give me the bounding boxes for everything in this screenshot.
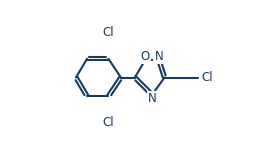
Text: Cl: Cl (103, 27, 114, 39)
Text: Cl: Cl (201, 71, 213, 84)
Text: N: N (155, 50, 163, 63)
Text: O: O (140, 50, 150, 63)
Text: N: N (148, 92, 157, 105)
Text: Cl: Cl (103, 116, 114, 128)
